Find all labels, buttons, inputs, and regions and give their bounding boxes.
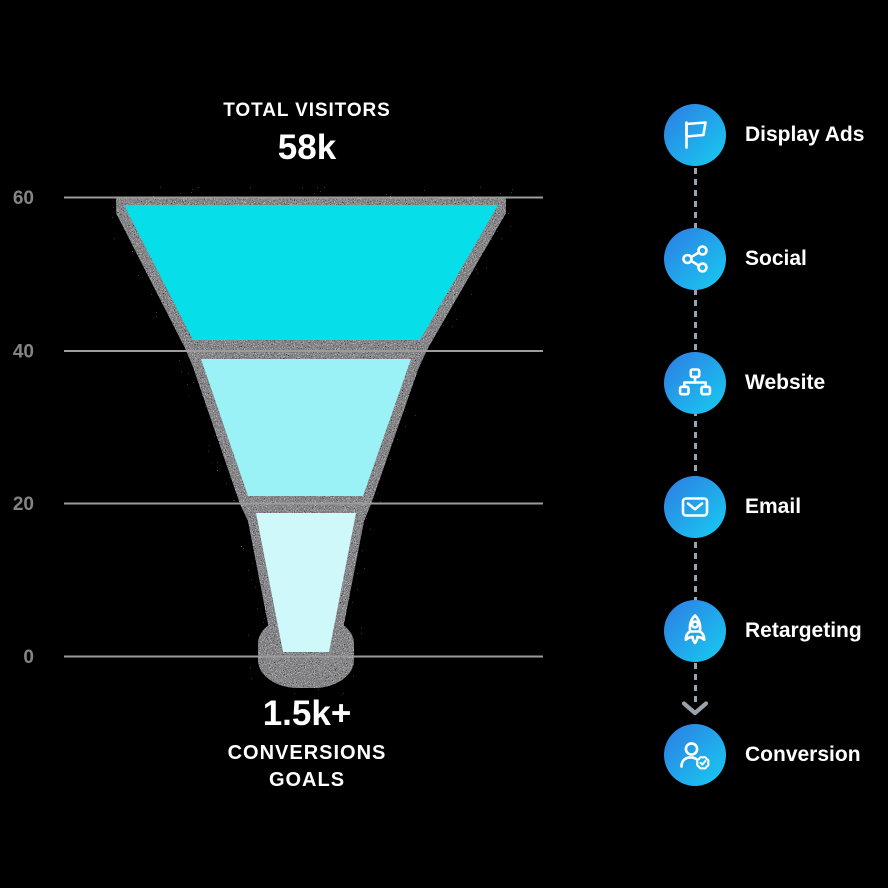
channel-label: Social bbox=[745, 247, 807, 270]
y-tick-20: 20 bbox=[13, 494, 34, 515]
funnel-segment-3 bbox=[256, 513, 356, 652]
channel-item-retargeting: Retargeting bbox=[664, 600, 888, 662]
channel-item-email: Email bbox=[664, 476, 888, 538]
channel-item-conversion: Conversion bbox=[664, 724, 888, 786]
flag-icon bbox=[685, 121, 707, 149]
channel-label: Conversion bbox=[745, 743, 861, 766]
share-icon bbox=[682, 245, 708, 273]
channel-badge bbox=[664, 476, 726, 538]
total-visitors-value: 58k bbox=[277, 128, 337, 167]
channel-item-social: Social bbox=[664, 228, 888, 290]
y-axis: 60 40 20 0 bbox=[13, 188, 34, 668]
y-tick-0: 0 bbox=[23, 647, 34, 668]
funnel-chart: 60 40 20 0 bbox=[13, 188, 543, 680]
y-tick-60: 60 bbox=[13, 188, 34, 209]
conversions-label: CONVERSIONS GOALS bbox=[0, 740, 614, 794]
sitemap-icon bbox=[678, 368, 712, 396]
channel-item-display-ads: Display Ads bbox=[664, 104, 888, 166]
funnel-segment-2 bbox=[201, 359, 411, 496]
conversions-label-line1: CONVERSIONS bbox=[227, 742, 387, 764]
conversions-label-line2: GOALS bbox=[268, 769, 346, 791]
channel-connector-line bbox=[694, 135, 697, 707]
channel-badge bbox=[664, 724, 726, 786]
arrow-down-icon bbox=[681, 701, 709, 716]
channel-label: Website bbox=[745, 371, 826, 394]
channel-label: Email bbox=[745, 495, 802, 518]
rocket-icon bbox=[684, 614, 706, 645]
channel-item-website: Website bbox=[664, 352, 888, 414]
chart-title: TOTAL VISITORS bbox=[223, 100, 391, 121]
channel-label: Retargeting bbox=[745, 619, 862, 642]
conversions-value: 1.5k+ bbox=[262, 694, 352, 733]
person-check-icon bbox=[680, 742, 710, 770]
channel-badge bbox=[664, 352, 726, 414]
y-tick-40: 40 bbox=[13, 342, 34, 363]
channel-label: Display Ads bbox=[745, 123, 865, 146]
channel-badge bbox=[664, 600, 726, 662]
grid-lines bbox=[64, 196, 543, 658]
funnel-segment-1 bbox=[124, 205, 498, 340]
channel-badge bbox=[664, 104, 726, 166]
envelope-icon bbox=[681, 497, 709, 517]
channel-badge bbox=[664, 228, 726, 290]
